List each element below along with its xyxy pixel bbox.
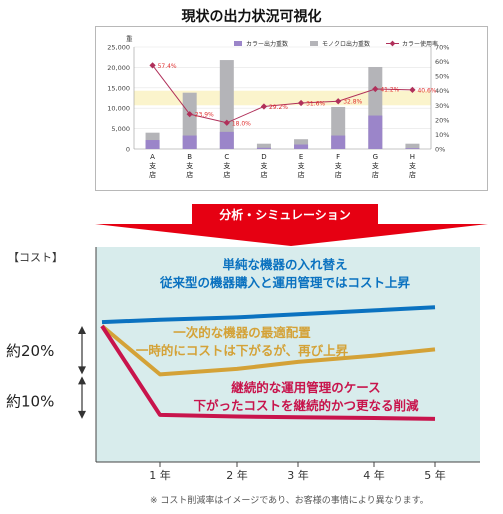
mono-bar [256, 143, 271, 149]
rate-data-label: 57.4% [158, 63, 177, 70]
y-tick-label: 10,000 [107, 105, 130, 113]
x-tick-label: 5 年 [424, 468, 446, 482]
rate-point [260, 103, 268, 110]
y2-tick-label: 0% [435, 146, 445, 154]
annotation-line1: 継続的な運用管理のケース [231, 380, 380, 395]
rate-point [149, 62, 156, 69]
annotation-line2: 一時的にコストは下がるが、再び上昇 [136, 343, 349, 358]
legend-label-color: カラー出力重数 [246, 40, 288, 48]
legend-swatch-mono [310, 41, 318, 46]
annotation-line1: 単純な機器の入れ替え [222, 257, 347, 272]
rate-point [335, 98, 342, 105]
down-arrow-icon [95, 224, 488, 246]
color-bar [145, 140, 160, 149]
legend-label-mono: モノクロ出力重数 [322, 40, 370, 48]
color-bar [182, 135, 197, 149]
color-bar [256, 147, 271, 149]
cost-simulation-chart: 1 年 2 年 3 年 4 年 5 年 【コスト】約20% 約10% 単純な機器の入れ替え従来… [6, 247, 480, 482]
mono-bar [219, 60, 234, 149]
x-tick-label: 3 年 [287, 468, 309, 482]
y-tick-label: 20,000 [107, 64, 130, 72]
x-tick-label: B 支店 [186, 153, 193, 179]
rate-data-label: 41.2% [380, 86, 399, 93]
x-tick-label: E 支店 [298, 153, 305, 179]
x-tick-label: 4 年 [363, 468, 385, 482]
series-line-blue [101, 305, 436, 325]
annotation-line1: 一次的な機器の最適配置 [173, 325, 311, 340]
bracket-label-20: 約20% [6, 342, 54, 360]
rate-point [186, 111, 193, 118]
annotation-line2: 従来型の機器購入と運用管理ではコスト上昇 [159, 275, 411, 290]
bracket-arrow-down [78, 410, 86, 419]
mono-bar [182, 92, 197, 149]
rate-data-label: 23.9% [195, 112, 214, 119]
analysis-simulation-banner: 分析・シミュレーション [192, 204, 378, 226]
y2-tick-label: 10% [435, 131, 449, 139]
legend-swatch-color [234, 41, 242, 46]
legend-marker-rate [389, 40, 396, 47]
color-bar [219, 131, 234, 149]
band-highlight [134, 90, 431, 106]
y2-tick-label: 70% [435, 44, 449, 52]
x-tick-label: D 支店 [260, 153, 267, 179]
bracket-arrow-down [78, 366, 86, 375]
plot-area [96, 247, 480, 462]
x-tick-label: H 支店 [409, 153, 416, 179]
y-tick-label: 15,000 [107, 84, 130, 92]
rate-data-label: 29.2% [269, 104, 288, 111]
y2-tick-label: 40% [435, 87, 449, 95]
rate-line [152, 65, 413, 124]
x-tick-label: F 支店 [335, 153, 342, 179]
rate-point [297, 99, 305, 107]
rate-data-label: 40.6% [417, 87, 436, 94]
rate-data-label: 32.8% [343, 99, 362, 106]
color-bar [368, 115, 383, 149]
y-unit-label: 重 [126, 35, 133, 43]
color-bar [331, 135, 346, 149]
y-tick-label: 25,000 [107, 44, 130, 52]
x-tick-label: G 支店 [372, 153, 379, 179]
rate-data-label: 18.0% [232, 120, 251, 127]
x-tick-label: A 支店 [149, 153, 156, 179]
footnote: ※ コスト削減率はイメージであり、お客様の事情により異なります。 [150, 496, 429, 506]
x-tick-label: 2 年 [226, 468, 248, 482]
y-tick-label: 5,000 [111, 125, 130, 133]
cost-axis-label: 【コスト】 [8, 251, 63, 264]
branch-output-chart: 0 5,000 10,000 15,000 20,000 25,000 0% 10% 20% 30… [95, 26, 488, 191]
y2-tick-label: 50% [435, 73, 449, 81]
mono-bar [294, 139, 309, 149]
bracket-label-10: 約10% [6, 393, 54, 411]
color-bar [294, 144, 309, 149]
x-tick-label: C 支店 [223, 153, 230, 179]
page-title: 現状の出力状況可視化 [181, 9, 322, 25]
rate-data-label: 31.6% [306, 100, 325, 107]
y2-tick-label: 20% [435, 116, 449, 124]
y2-tick-label: 60% [435, 58, 449, 66]
series-line-crimson [100, 324, 436, 421]
branch-output-chart-svg: 0 5,000 10,000 15,000 20,000 25,000 0% 10% 20% 30… [107, 35, 449, 179]
y2-tick-label: 30% [435, 102, 449, 110]
rate-point [223, 119, 230, 126]
x-tick-label: 1 年 [149, 468, 171, 482]
series-line-orange [100, 324, 436, 377]
color-bar [405, 148, 420, 149]
annotation-line2: 下がったコストを継続的かつ更なる削減 [193, 398, 419, 413]
bracket-arrow-up [78, 376, 86, 385]
legend-label-rate: カラー使用率 [402, 40, 438, 48]
bracket-arrow-up [78, 326, 86, 334]
mono-bar [405, 143, 420, 149]
y-tick-label: 0 [126, 146, 130, 154]
